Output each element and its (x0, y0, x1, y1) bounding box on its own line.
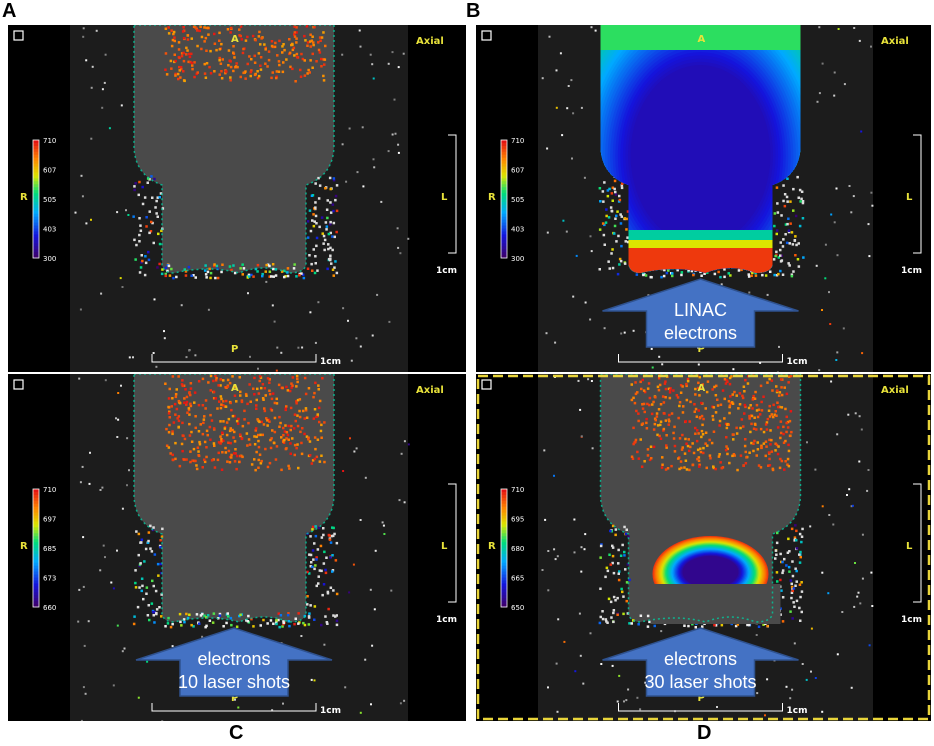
vertical-scale-label: 1cm (436, 615, 457, 625)
arrow-label-line1: electrons (197, 649, 270, 669)
mri-panel-b: Axial A P R L 1cm 1cm 710 607 505 403 300 LINAC elect… (476, 25, 931, 372)
left-label: L (441, 541, 448, 552)
colorbar-tick-label: 607 (511, 167, 524, 175)
right-sidebar (873, 374, 931, 721)
colorbar-tick-label: 660 (43, 604, 56, 612)
anterior-label: A (698, 383, 706, 394)
colorbar-tick-label: 607 (43, 167, 56, 175)
arrow-label-line1: electrons (664, 649, 737, 669)
colorbar-tick-label: 505 (511, 196, 524, 204)
right-sidebar (873, 25, 931, 372)
left-label: L (906, 192, 913, 203)
colorbar-tick-label: 505 (43, 196, 56, 204)
horizontal-scale-label: 1cm (320, 357, 341, 367)
colorbar-tick-label: 710 (511, 137, 524, 145)
colorbar-tick-label: 697 (43, 516, 56, 524)
vertical-scale-bar (448, 483, 457, 603)
view-label: Axial (881, 36, 909, 47)
window-square-icon (481, 30, 492, 41)
arrow-label-line2: electrons (664, 323, 737, 343)
horizontal-scale-bar (151, 354, 317, 363)
mri-image-c: Axial A P R L 1cm 1cm 710 697 685 673 660 electrons 1… (8, 374, 466, 721)
signal-map (599, 374, 802, 624)
vertical-scale-label: 1cm (436, 266, 457, 276)
posterior-label: P (231, 344, 238, 355)
horizontal-scale-label: 1cm (320, 706, 341, 716)
window-square-icon (481, 379, 492, 390)
horizontal-scale-bar (618, 703, 783, 712)
left-label: L (906, 541, 913, 552)
right-label: R (20, 541, 28, 552)
colorbar-tick-label: 673 (43, 575, 56, 583)
colorbar-tick-label: 403 (43, 226, 56, 234)
horizontal-scale-label: 1cm (787, 357, 808, 367)
mri-panel-a: Axial A P R L 1cm 1cm 710 607 505 403 300 (8, 25, 466, 372)
horizontal-scale-label: 1cm (787, 706, 808, 716)
mri-image-a: Axial A P R L 1cm 1cm 710 607 505 403 300 (8, 25, 466, 372)
highlight-frame (476, 374, 931, 721)
colorbar-tick-label: 300 (43, 255, 56, 263)
anterior-label: A (231, 383, 239, 394)
vertical-scale-label: 1cm (901, 615, 922, 625)
mri-panel-d: Axial A P R L 1cm 1cm 710 695 680 665 650 electrons 3… (476, 374, 931, 721)
signal-map (600, 25, 801, 273)
mri-image-d: Axial A P R L 1cm 1cm 710 695 680 665 650 electrons 3… (476, 374, 931, 721)
right-label: R (488, 192, 496, 203)
vertical-scale-bar (913, 134, 922, 254)
right-label: R (20, 192, 28, 203)
arrow-label-line2: 10 laser shots (178, 672, 290, 692)
left-label: L (441, 192, 448, 203)
view-label: Axial (881, 385, 909, 396)
colorbar-tick-label: 680 (511, 545, 524, 553)
colorbar: 710 607 505 403 300 (500, 137, 524, 263)
colorbar-tick-label: 403 (511, 226, 524, 234)
signal-map (133, 374, 335, 623)
colorbar-tick-label: 710 (43, 486, 56, 494)
panel-letter-a: A (2, 0, 17, 22)
colorbar-tick-label: 710 (511, 486, 524, 494)
beam-arrow: electrons 10 laser shots (135, 627, 333, 697)
mri-panel-c: Axial A P R L 1cm 1cm 710 697 685 673 660 electrons 1… (8, 374, 466, 721)
right-label: R (488, 541, 496, 552)
colorbar: 710 697 685 673 660 (32, 486, 56, 612)
posterior-label: P (231, 693, 238, 704)
colorbar-tick-label: 300 (511, 255, 524, 263)
colorbar: 710 695 680 665 650 (500, 486, 524, 612)
panel-letter-b: B (466, 0, 481, 22)
posterior-label: P (698, 344, 705, 355)
view-label: Axial (416, 36, 444, 47)
right-sidebar (408, 25, 466, 372)
window-square-icon (13, 379, 24, 390)
colorbar-tick-label: 685 (43, 545, 56, 553)
window-square-icon (13, 30, 24, 41)
colorbar-tick-label: 710 (43, 137, 56, 145)
colorbar: 710 607 505 403 300 (32, 137, 56, 263)
vertical-scale-label: 1cm (901, 266, 922, 276)
edge-artifacts (132, 524, 339, 629)
colorbar-tick-label: 695 (511, 516, 524, 524)
phantom-region (134, 25, 334, 273)
noise-speckles (541, 26, 874, 372)
panel-letter-d: D (697, 722, 712, 744)
horizontal-scale-bar (618, 354, 783, 363)
beam-arrow: electrons 30 laser shots (602, 627, 799, 697)
horizontal-scale-bar (151, 703, 317, 712)
colorbar-tick-label: 650 (511, 604, 524, 612)
vertical-scale-bar (913, 483, 922, 603)
view-label: Axial (416, 385, 444, 396)
signal-map (133, 25, 335, 274)
arrow-label-line2: 30 laser shots (644, 672, 756, 692)
noise-speckles (74, 27, 410, 372)
mri-image-b: Axial A P R L 1cm 1cm 710 607 505 403 300 LINAC elect… (476, 25, 931, 372)
posterior-label: P (698, 693, 705, 704)
anterior-label: A (698, 34, 706, 45)
arrow-label-line1: LINAC (674, 300, 727, 320)
panel-letter-c: C (229, 722, 244, 744)
colorbar-tick-label: 665 (511, 575, 524, 583)
anterior-label: A (231, 34, 239, 45)
edge-artifacts (132, 175, 339, 280)
right-sidebar (408, 374, 466, 721)
beam-arrow: LINAC electrons (602, 278, 799, 348)
vertical-scale-bar (448, 134, 457, 254)
